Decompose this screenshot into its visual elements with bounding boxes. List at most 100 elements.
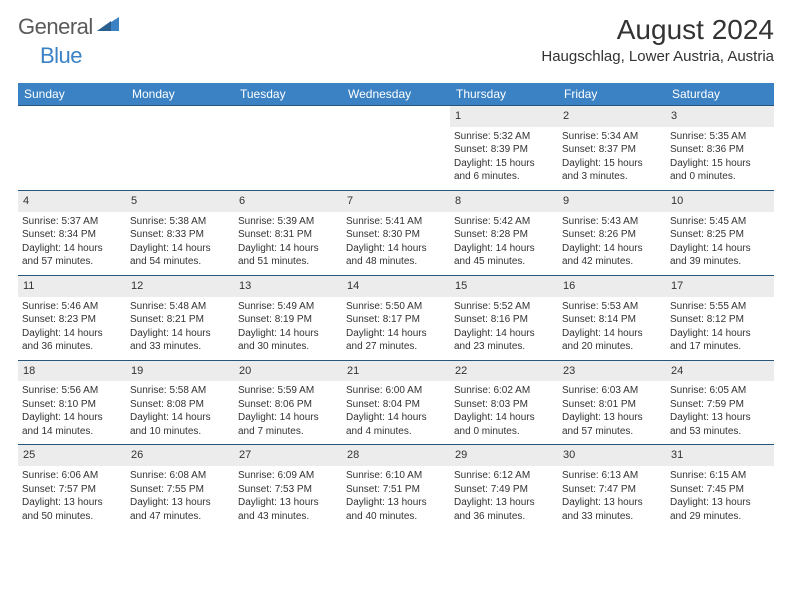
sunset-line: Sunset: 7:57 PM bbox=[22, 483, 122, 497]
calendar-day-cell: 24Sunrise: 6:05 AMSunset: 7:59 PMDayligh… bbox=[666, 360, 774, 445]
daylight-line: Daylight: 15 hours and 0 minutes. bbox=[670, 157, 770, 184]
sunrise-line: Sunrise: 5:41 AM bbox=[346, 215, 446, 229]
day-number: 3 bbox=[666, 106, 774, 127]
calendar-day-cell: 6Sunrise: 5:39 AMSunset: 8:31 PMDaylight… bbox=[234, 190, 342, 275]
calendar-day-cell bbox=[126, 106, 234, 191]
sunrise-line: Sunrise: 6:09 AM bbox=[238, 469, 338, 483]
sunset-line: Sunset: 8:39 PM bbox=[454, 143, 554, 157]
sunset-line: Sunset: 7:45 PM bbox=[670, 483, 770, 497]
sunrise-line: Sunrise: 5:58 AM bbox=[130, 384, 230, 398]
calendar-week-row: 1Sunrise: 5:32 AMSunset: 8:39 PMDaylight… bbox=[18, 106, 774, 191]
calendar-day-cell: 12Sunrise: 5:48 AMSunset: 8:21 PMDayligh… bbox=[126, 275, 234, 360]
calendar-day-cell bbox=[234, 106, 342, 191]
weekday-header-cell: Monday bbox=[126, 83, 234, 106]
day-number: 18 bbox=[18, 361, 126, 382]
sunset-line: Sunset: 7:53 PM bbox=[238, 483, 338, 497]
calendar-day-cell: 1 Sunrise: 5:32 AMSunset: 8:39 PMDaylight… bbox=[450, 106, 558, 191]
calendar-day-cell: 19 Sunrise: 5:58 AMSunset: 8:08 PMDayligh… bbox=[126, 360, 234, 445]
daylight-line: Daylight: 14 hours and 23 minutes. bbox=[454, 327, 554, 354]
calendar-day-cell: 15Sunrise: 5:52 AMSunset: 8:16 PMDayligh… bbox=[450, 275, 558, 360]
calendar-day-cell: 9Sunrise: 5:43 AMSunset: 8:26 PMDaylight… bbox=[558, 190, 666, 275]
weekday-header-cell: Saturday bbox=[666, 83, 774, 106]
sunrise-line: Sunrise: 6:03 AM bbox=[562, 384, 662, 398]
sunset-line: Sunset: 8:36 PM bbox=[670, 143, 770, 157]
sunrise-line: Sunrise: 5:48 AM bbox=[130, 300, 230, 314]
daylight-line: Daylight: 13 hours and 53 minutes. bbox=[670, 411, 770, 438]
sunset-line: Sunset: 8:08 PM bbox=[130, 398, 230, 412]
calendar-day-cell bbox=[18, 106, 126, 191]
sunrise-line: Sunrise: 5:39 AM bbox=[238, 215, 338, 229]
daylight-line: Daylight: 13 hours and 40 minutes. bbox=[346, 496, 446, 523]
day-number: 11 bbox=[18, 276, 126, 297]
day-number: 22 bbox=[450, 361, 558, 382]
day-number: 7 bbox=[342, 191, 450, 212]
daylight-line: Daylight: 14 hours and 42 minutes. bbox=[562, 242, 662, 269]
calendar-day-cell: 13Sunrise: 5:49 AMSunset: 8:19 PMDayligh… bbox=[234, 275, 342, 360]
sunset-line: Sunset: 7:47 PM bbox=[562, 483, 662, 497]
sunrise-line: Sunrise: 5:46 AM bbox=[22, 300, 122, 314]
daylight-line: Daylight: 14 hours and 48 minutes. bbox=[346, 242, 446, 269]
day-number: 1 bbox=[450, 106, 558, 127]
sunset-line: Sunset: 8:12 PM bbox=[670, 313, 770, 327]
weekday-header-cell: Tuesday bbox=[234, 83, 342, 106]
calendar-body: 1Sunrise: 5:32 AMSunset: 8:39 PMDaylight… bbox=[18, 106, 774, 530]
day-number: 21 bbox=[342, 361, 450, 382]
brand-text-1: General bbox=[18, 14, 93, 40]
sunrise-line: Sunrise: 6:10 AM bbox=[346, 469, 446, 483]
day-number: 19 bbox=[126, 361, 234, 382]
day-number: 16 bbox=[558, 276, 666, 297]
calendar-day-cell: 21Sunrise: 6:00 AMSunset: 8:04 PMDayligh… bbox=[342, 360, 450, 445]
sunset-line: Sunset: 8:03 PM bbox=[454, 398, 554, 412]
day-number: 2 bbox=[558, 106, 666, 127]
day-number: 14 bbox=[342, 276, 450, 297]
daylight-line: Daylight: 14 hours and 20 minutes. bbox=[562, 327, 662, 354]
sunset-line: Sunset: 8:37 PM bbox=[562, 143, 662, 157]
calendar-week-row: 11 Sunrise: 5:46 AMSunset: 8:23 PM Dayligh… bbox=[18, 275, 774, 360]
sunset-line: Sunset: 8:28 PM bbox=[454, 228, 554, 242]
daylight-line: Daylight: 13 hours and 33 minutes. bbox=[562, 496, 662, 523]
day-number: 27 bbox=[234, 445, 342, 466]
sunset-line: Sunset: 8:30 PM bbox=[346, 228, 446, 242]
sunset-line: Sunset: 8:31 PM bbox=[238, 228, 338, 242]
daylight-line: Daylight: 15 hours and 6 minutes. bbox=[454, 157, 554, 184]
sunset-line: Sunset: 8:10 PM bbox=[22, 398, 122, 412]
sunrise-line: Sunrise: 5:56 AM bbox=[22, 384, 122, 398]
sunset-line: Sunset: 8:16 PM bbox=[454, 313, 554, 327]
daylight-line: Daylight: 14 hours and 33 minutes. bbox=[130, 327, 230, 354]
weekday-header: SundayMondayTuesdayWednesdayThursdayFrid… bbox=[18, 83, 774, 106]
sunrise-line: Sunrise: 5:43 AM bbox=[562, 215, 662, 229]
sunrise-line: Sunrise: 6:12 AM bbox=[454, 469, 554, 483]
sunrise-line: Sunrise: 5:50 AM bbox=[346, 300, 446, 314]
daylight-line: Daylight: 14 hours and 17 minutes. bbox=[670, 327, 770, 354]
calendar-day-cell: 16Sunrise: 5:53 AMSunset: 8:14 PMDayligh… bbox=[558, 275, 666, 360]
sunset-line: Sunset: 8:34 PM bbox=[22, 228, 122, 242]
daylight-line: Daylight: 14 hours and 10 minutes. bbox=[130, 411, 230, 438]
empty-day bbox=[18, 106, 126, 124]
sunset-line: Sunset: 8:23 PM bbox=[22, 313, 122, 327]
sunrise-line: Sunrise: 5:49 AM bbox=[238, 300, 338, 314]
daylight-line: Daylight: 13 hours and 36 minutes. bbox=[454, 496, 554, 523]
sunset-line: Sunset: 8:33 PM bbox=[130, 228, 230, 242]
calendar-day-cell: 31Sunrise: 6:15 AMSunset: 7:45 PMDayligh… bbox=[666, 445, 774, 529]
daylight-line: Daylight: 14 hours and 4 minutes. bbox=[346, 411, 446, 438]
sunrise-line: Sunrise: 5:32 AM bbox=[454, 130, 554, 144]
sunset-line: Sunset: 8:26 PM bbox=[562, 228, 662, 242]
day-number: 5 bbox=[126, 191, 234, 212]
day-number: 12 bbox=[126, 276, 234, 297]
sunset-line: Sunset: 8:04 PM bbox=[346, 398, 446, 412]
calendar-week-row: 18 Sunrise: 5:56 AMSunset: 8:10 PM Dayligh… bbox=[18, 360, 774, 445]
sunrise-line: Sunrise: 5:59 AM bbox=[238, 384, 338, 398]
calendar-day-cell: 18Sunrise: 5:56 AMSunset: 8:10 PMDayligh… bbox=[18, 360, 126, 445]
day-number: 26 bbox=[126, 445, 234, 466]
day-number: 25 bbox=[18, 445, 126, 466]
calendar-table: SundayMondayTuesdayWednesdayThursdayFrid… bbox=[18, 83, 774, 529]
day-number: 29 bbox=[450, 445, 558, 466]
calendar-day-cell: 20Sunrise: 5:59 AMSunset: 8:06 PMDayligh… bbox=[234, 360, 342, 445]
calendar-day-cell: 28Sunrise: 6:10 AMSunset: 7:51 PMDayligh… bbox=[342, 445, 450, 529]
daylight-line: Daylight: 13 hours and 50 minutes. bbox=[22, 496, 122, 523]
calendar-day-cell: 10Sunrise: 5:45 AMSunset: 8:25 PMDayligh… bbox=[666, 190, 774, 275]
sunset-line: Sunset: 8:14 PM bbox=[562, 313, 662, 327]
daylight-line: Daylight: 14 hours and 51 minutes. bbox=[238, 242, 338, 269]
brand-text-2: Blue bbox=[40, 43, 82, 69]
brand-logo: General bbox=[18, 14, 121, 40]
